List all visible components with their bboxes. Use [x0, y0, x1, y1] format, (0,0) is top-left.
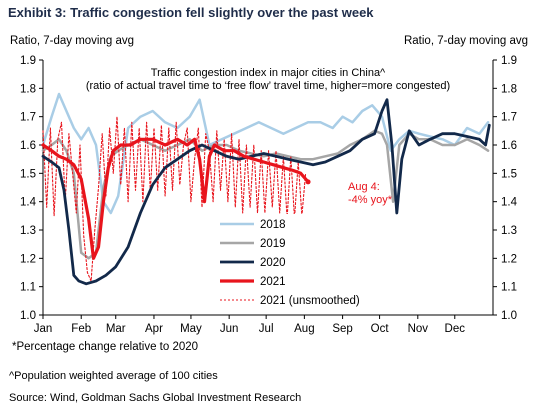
- annotation-line1: Aug 4:: [348, 181, 380, 193]
- y-tick-label-left: 1.3: [20, 225, 36, 237]
- y-tick-label-right: 1.5: [501, 168, 517, 180]
- x-tick-label: Feb: [71, 323, 91, 335]
- legend-label: 2021: [260, 276, 286, 288]
- chart-footnote: *Percentage change relative to 2020: [12, 341, 198, 353]
- series-line-2021-unsmoothed-: [42, 116, 307, 282]
- y-tick-label-right: 1.6: [501, 140, 517, 152]
- y-tick-label-left: 1.7: [20, 112, 36, 124]
- annotation-marker: [305, 179, 311, 185]
- series-line-2021: [41, 137, 310, 260]
- footnote-source: Source: Wind, Goldman Sachs Global Inves…: [9, 392, 302, 404]
- legend-label: 2018: [260, 219, 286, 231]
- x-tick-label: Nov: [408, 323, 429, 335]
- y-axis-label-right: Ratio, 7-day moving avg: [404, 35, 528, 47]
- exhibit-title: Exhibit 3: Traffic congestion fell sligh…: [8, 5, 374, 20]
- x-tick-label: Mar: [106, 323, 126, 335]
- legend-label: 2020: [260, 257, 286, 269]
- annotation-line2: -4% yoy*: [348, 194, 393, 206]
- x-tick-label: Aug: [294, 323, 314, 335]
- y-tick-label-left: 1.2: [20, 253, 36, 265]
- y-tick-label-left: 1.1: [20, 282, 36, 294]
- x-tick-label: Jan: [34, 323, 53, 335]
- y-tick-label-right: 1.1: [501, 282, 517, 294]
- y-tick-label-right: 1.8: [501, 83, 517, 95]
- x-tick-label: Apr: [145, 323, 163, 335]
- x-tick-label: Jul: [259, 323, 274, 335]
- y-tick-label-right: 1.7: [501, 112, 517, 124]
- x-tick-label: Jun: [220, 323, 239, 335]
- y-tick-label-left: 1.5: [20, 168, 36, 180]
- y-tick-label-left: 1.4: [20, 197, 37, 209]
- y-tick-label-left: 1.0: [20, 310, 36, 322]
- x-tick-label: Sep: [332, 323, 352, 335]
- x-tick-label: Dec: [445, 323, 466, 335]
- legend-label: 2021 (unsmoothed): [260, 295, 360, 307]
- chart-subtitle: (ratio of actual travel time to ‘free fl…: [86, 80, 450, 92]
- y-tick-label-right: 1.2: [501, 253, 517, 265]
- legend-label: 2019: [260, 238, 286, 250]
- y-tick-label-left: 1.9: [20, 55, 36, 67]
- y-tick-label-left: 1.8: [20, 83, 36, 95]
- y-tick-label-right: 1.0: [501, 310, 517, 322]
- footnote-population: ^Population weighted average of 100 citi…: [9, 370, 218, 382]
- x-tick-label: Oct: [371, 323, 390, 335]
- series-line-2020: [41, 98, 491, 286]
- y-tick-label-right: 1.9: [501, 55, 517, 67]
- x-tick-label: May: [180, 323, 202, 335]
- y-tick-label-right: 1.4: [501, 197, 518, 209]
- y-axis-label-left: Ratio, 7-day moving avg: [10, 35, 134, 47]
- chart-title: Traffic congestion index in major cities…: [151, 67, 386, 79]
- y-tick-label-right: 1.3: [501, 225, 517, 237]
- y-tick-label-left: 1.6: [20, 140, 36, 152]
